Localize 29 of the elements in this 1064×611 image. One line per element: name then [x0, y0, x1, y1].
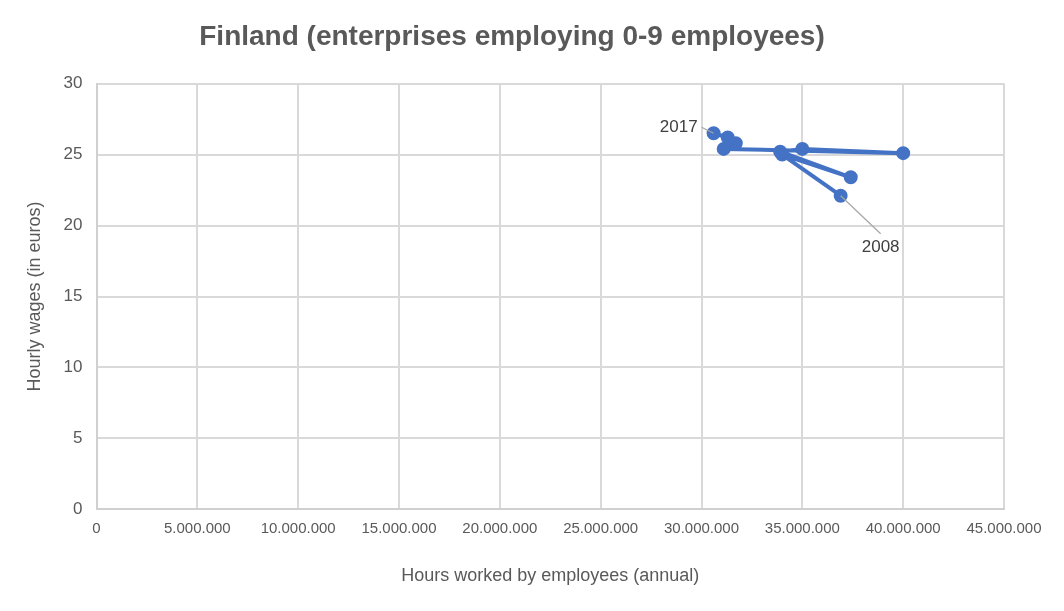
annotation: 2008	[861, 237, 900, 257]
y-tick-label: 0	[73, 499, 83, 519]
x-tick-label: 30.000.000	[663, 518, 740, 536]
point	[795, 141, 810, 156]
x-tick-label: 25.000.000	[563, 518, 639, 536]
x-tick-label: 40.000.000	[865, 518, 941, 536]
x-tick-label: 45.000.000	[966, 518, 1042, 536]
point	[833, 188, 848, 203]
x-tick-label: 20.000.000	[462, 518, 538, 536]
y-tick-label: 10	[63, 357, 83, 377]
annotation: 2017	[659, 116, 698, 136]
x-tick-label: 15.000.000	[361, 518, 437, 536]
x-tick-label: 35.000.000	[764, 518, 840, 536]
y-tick-label: 30	[63, 73, 83, 93]
y-tick-label: 25	[63, 144, 83, 164]
y-tick-label: 20	[63, 215, 83, 235]
x-tick-label: 5.000.000	[163, 518, 231, 536]
point	[720, 130, 735, 145]
point	[896, 146, 911, 161]
point	[706, 126, 721, 141]
x-tick-label: 0	[92, 518, 101, 536]
y-axis-title: Hourly wages (in euros)	[23, 201, 44, 392]
y-tick-label: 5	[73, 428, 83, 448]
point	[843, 170, 858, 185]
x-axis-title: Hours worked by employees (annual)	[401, 565, 700, 586]
y-tick-label: 15	[63, 286, 83, 306]
point	[716, 141, 731, 156]
x-tick-label: 10.000.000	[260, 518, 336, 536]
chart-title: Finland (enterprises employing 0-9 employees)	[199, 19, 825, 51]
